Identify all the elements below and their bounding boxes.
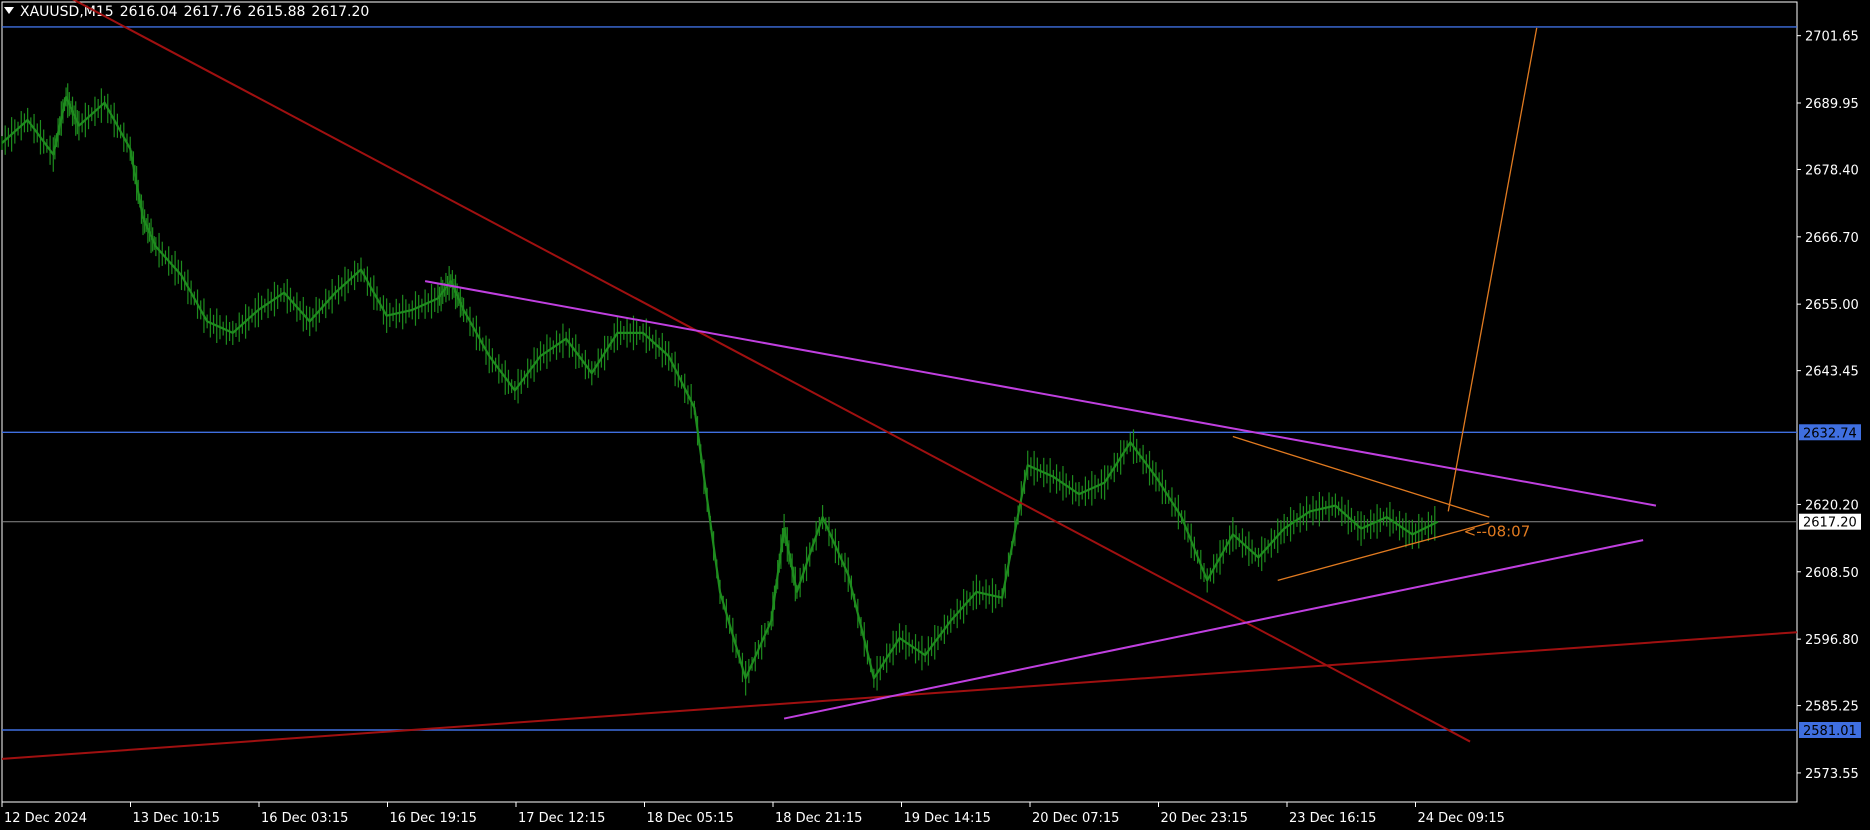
x-tick-label: 13 Dec 10:15 — [133, 811, 220, 826]
x-tick-label: 17 Dec 12:15 — [518, 811, 605, 826]
price-tag-label: 2581.01 — [1803, 724, 1857, 739]
close-price: 2617.20 — [311, 4, 370, 20]
trendline-violet-lower — [783, 539, 1644, 720]
x-tick-label: 18 Dec 05:15 — [647, 811, 734, 826]
y-tick-label: 2678.40 — [1805, 163, 1859, 178]
x-tick-label: 16 Dec 03:15 — [261, 811, 348, 826]
trendline-orange-projection — [1447, 27, 1538, 512]
price-tag-label: 2632.74 — [1803, 426, 1857, 441]
x-tick-label: 20 Dec 23:15 — [1161, 811, 1248, 826]
price-tag — [1799, 424, 1861, 441]
y-tick-label: 2655.00 — [1805, 298, 1859, 313]
y-tick-label: 2666.70 — [1805, 231, 1859, 246]
y-tick-label: 2689.95 — [1805, 97, 1859, 112]
high-price: 2617.76 — [183, 4, 242, 20]
y-tick-label: 2608.50 — [1805, 566, 1859, 581]
y-tick-label: 2573.55 — [1805, 767, 1859, 782]
price-tag — [1799, 513, 1861, 530]
collapse-triangle-icon[interactable] — [4, 7, 14, 14]
x-tick-label: 23 Dec 16:15 — [1289, 811, 1376, 826]
x-tick-label: 18 Dec 21:15 — [775, 811, 862, 826]
plot-frame — [1, 1, 1798, 803]
trendline-orange-upper — [1232, 435, 1490, 518]
y-tick-label: 2596.80 — [1805, 633, 1859, 648]
x-tick-label: 16 Dec 19:15 — [390, 811, 477, 826]
countdown-annotation: <--08:07 — [1464, 522, 1531, 540]
y-tick-label: 2701.65 — [1805, 30, 1859, 45]
trendline-orange-lower — [1277, 522, 1490, 582]
trendline-violet-upper — [424, 280, 1657, 507]
low-price: 2615.88 — [247, 4, 306, 20]
x-tick-label: 19 Dec 14:15 — [904, 811, 991, 826]
x-tick-label: 20 Dec 07:15 — [1032, 811, 1119, 826]
y-tick-label: 2620.20 — [1805, 498, 1859, 513]
trendline-red-downtrend — [72, 0, 1471, 743]
y-tick-label: 2585.25 — [1805, 700, 1859, 715]
y-tick-label: 2643.45 — [1805, 365, 1859, 380]
price-tag — [1799, 722, 1861, 738]
open-price: 2616.04 — [119, 4, 178, 20]
price-tag-label: 2617.20 — [1803, 516, 1857, 531]
x-tick-label: 12 Dec 2024 — [4, 811, 87, 826]
x-tick-label: 24 Dec 09:15 — [1418, 811, 1505, 826]
